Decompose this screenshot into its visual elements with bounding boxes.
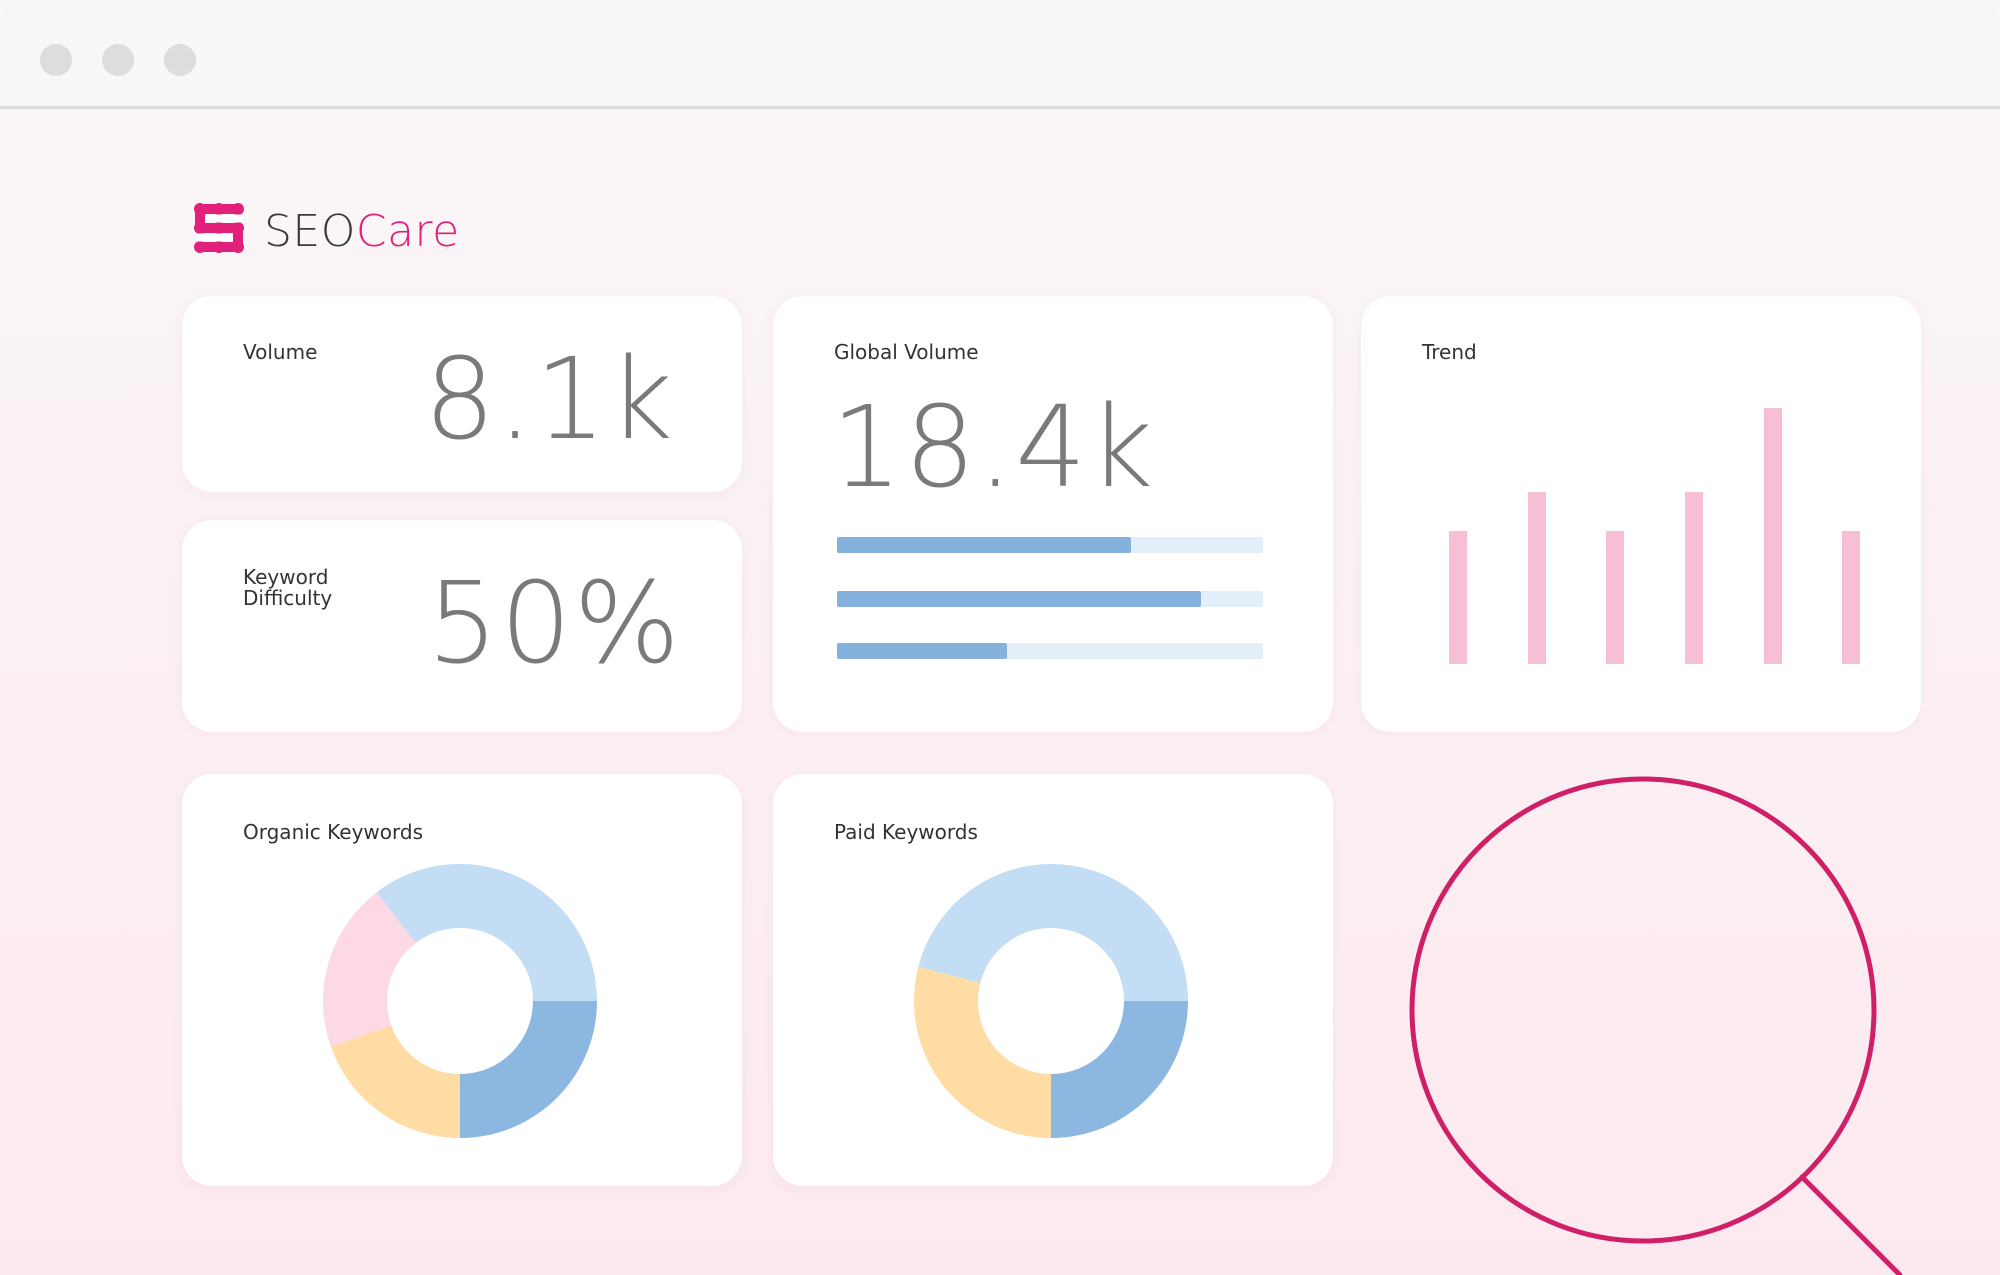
volume-label: Volume [243,340,318,364]
trend-bar [1842,530,1860,664]
keyword-difficulty-label-line1: Keyword [243,565,329,589]
paid-keywords-donut-segment [1051,1001,1188,1138]
keyword-difficulty-label-line2: Difficulty [243,586,333,610]
organic-keywords-card: Organic Keywords [182,774,742,1186]
global-volume-card: Global Volume 18.4k [773,296,1333,732]
global-volume-bar [837,643,1263,659]
trend-bar [1606,530,1624,664]
organic-keywords-donut-segment [460,1001,597,1138]
global-volume-bar [837,537,1263,553]
keyword-difficulty-label: Keyword Difficulty [243,567,332,609]
global-volume-bar-fill [837,643,1008,659]
keyword-difficulty-value: 50% [427,559,682,689]
keyword-difficulty-card: Keyword Difficulty 50% [182,520,742,732]
trend-card: Trend [1361,296,1921,732]
paid-keywords-label: Paid Keywords [834,820,978,844]
paid-keywords-donut-segment [914,966,1051,1138]
volume-card: Volume 8.1k [182,296,742,492]
brand-name-part1: SEO [264,206,356,257]
magnifying-glass-icon [1409,776,1903,1275]
global-volume-bar-fill [837,537,1131,553]
organic-keywords-donut-chart [323,864,597,1138]
maximize-window-dot[interactable] [164,44,196,76]
global-volume-label: Global Volume [834,340,979,364]
trend-label: Trend [1422,340,1477,364]
window-titlebar [0,0,2000,109]
minimize-window-dot[interactable] [102,44,134,76]
organic-keywords-donut-segment [330,1025,460,1138]
global-volume-value: 18.4k [831,383,1156,513]
global-volume-bar-fill [837,591,1202,607]
organic-keywords-label: Organic Keywords [243,820,423,844]
trend-bar [1685,492,1703,664]
brand-name-part2: Care [355,206,460,257]
paid-keywords-card: Paid Keywords [773,774,1333,1186]
trend-bar [1449,530,1467,664]
paid-keywords-donut-chart [914,863,1188,1138]
volume-value: 8.1k [424,335,675,465]
trend-bar [1528,492,1546,664]
global-volume-bar [837,591,1263,607]
seocare-logo-icon [194,203,244,253]
close-window-dot[interactable] [40,44,72,76]
trend-bar [1764,408,1782,664]
organic-keywords-donut-segment [323,892,416,1047]
organic-keywords-donut-segment [376,864,597,1001]
paid-keywords-donut-segment [918,863,1188,1001]
brand-name: SEOCare [264,204,460,260]
